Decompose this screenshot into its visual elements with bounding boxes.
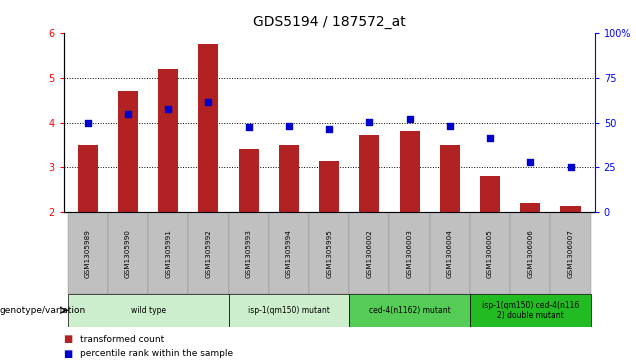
Bar xyxy=(439,145,460,212)
Point xyxy=(83,119,93,125)
Text: GSM1306003: GSM1306003 xyxy=(406,229,413,278)
Bar xyxy=(118,91,138,212)
Point xyxy=(324,126,335,132)
Bar xyxy=(349,294,470,327)
Point xyxy=(445,123,455,129)
Bar xyxy=(67,294,228,327)
Text: wild type: wild type xyxy=(130,306,165,315)
Text: GSM1306007: GSM1306007 xyxy=(567,229,574,278)
Text: GSM1305989: GSM1305989 xyxy=(85,229,91,278)
Bar xyxy=(399,131,420,212)
Text: ced-4(n1162) mutant: ced-4(n1162) mutant xyxy=(369,306,450,315)
Title: GDS5194 / 187572_at: GDS5194 / 187572_at xyxy=(252,15,406,29)
Bar xyxy=(430,212,470,294)
Point xyxy=(123,111,133,117)
Text: GSM1306006: GSM1306006 xyxy=(527,229,534,278)
Bar xyxy=(238,150,259,212)
Bar xyxy=(188,212,228,294)
Bar xyxy=(470,212,510,294)
Text: percentile rank within the sample: percentile rank within the sample xyxy=(80,350,233,358)
Bar xyxy=(510,212,550,294)
Bar xyxy=(67,212,108,294)
Bar xyxy=(198,44,219,212)
Bar xyxy=(228,212,269,294)
Point xyxy=(525,159,536,165)
Text: GSM1305990: GSM1305990 xyxy=(125,229,131,278)
Text: GSM1306005: GSM1306005 xyxy=(487,229,493,278)
Bar xyxy=(158,69,178,212)
Bar xyxy=(480,176,500,212)
Text: genotype/variation: genotype/variation xyxy=(0,306,86,315)
Text: GSM1306002: GSM1306002 xyxy=(366,229,372,278)
Text: transformed count: transformed count xyxy=(80,335,163,344)
Text: isp-1(qm150) ced-4(n116
2) double mutant: isp-1(qm150) ced-4(n116 2) double mutant xyxy=(481,301,579,320)
Text: ■: ■ xyxy=(64,349,73,359)
Text: GSM1305995: GSM1305995 xyxy=(326,229,332,278)
Bar xyxy=(78,145,98,212)
Point xyxy=(404,117,415,122)
Bar xyxy=(309,212,349,294)
Bar xyxy=(359,135,380,212)
Point xyxy=(565,164,576,170)
Point xyxy=(284,123,294,129)
Bar xyxy=(389,212,430,294)
Text: GSM1305994: GSM1305994 xyxy=(286,229,292,278)
Text: GSM1306004: GSM1306004 xyxy=(447,229,453,278)
Bar xyxy=(279,145,299,212)
Text: GSM1305993: GSM1305993 xyxy=(245,229,252,278)
Bar xyxy=(550,212,591,294)
Bar xyxy=(269,212,309,294)
Text: ■: ■ xyxy=(64,334,73,344)
Bar xyxy=(560,205,581,212)
Bar xyxy=(319,161,339,212)
Point xyxy=(485,135,495,141)
Point xyxy=(244,124,254,130)
Bar xyxy=(520,203,541,212)
Text: isp-1(qm150) mutant: isp-1(qm150) mutant xyxy=(248,306,330,315)
Point xyxy=(364,119,375,125)
Bar xyxy=(470,294,591,327)
Text: GSM1305991: GSM1305991 xyxy=(165,229,171,278)
Bar xyxy=(228,294,349,327)
Bar xyxy=(108,212,148,294)
Text: GSM1305992: GSM1305992 xyxy=(205,229,211,278)
Bar xyxy=(349,212,389,294)
Bar xyxy=(148,212,188,294)
Point xyxy=(204,99,214,105)
Point xyxy=(163,106,173,112)
